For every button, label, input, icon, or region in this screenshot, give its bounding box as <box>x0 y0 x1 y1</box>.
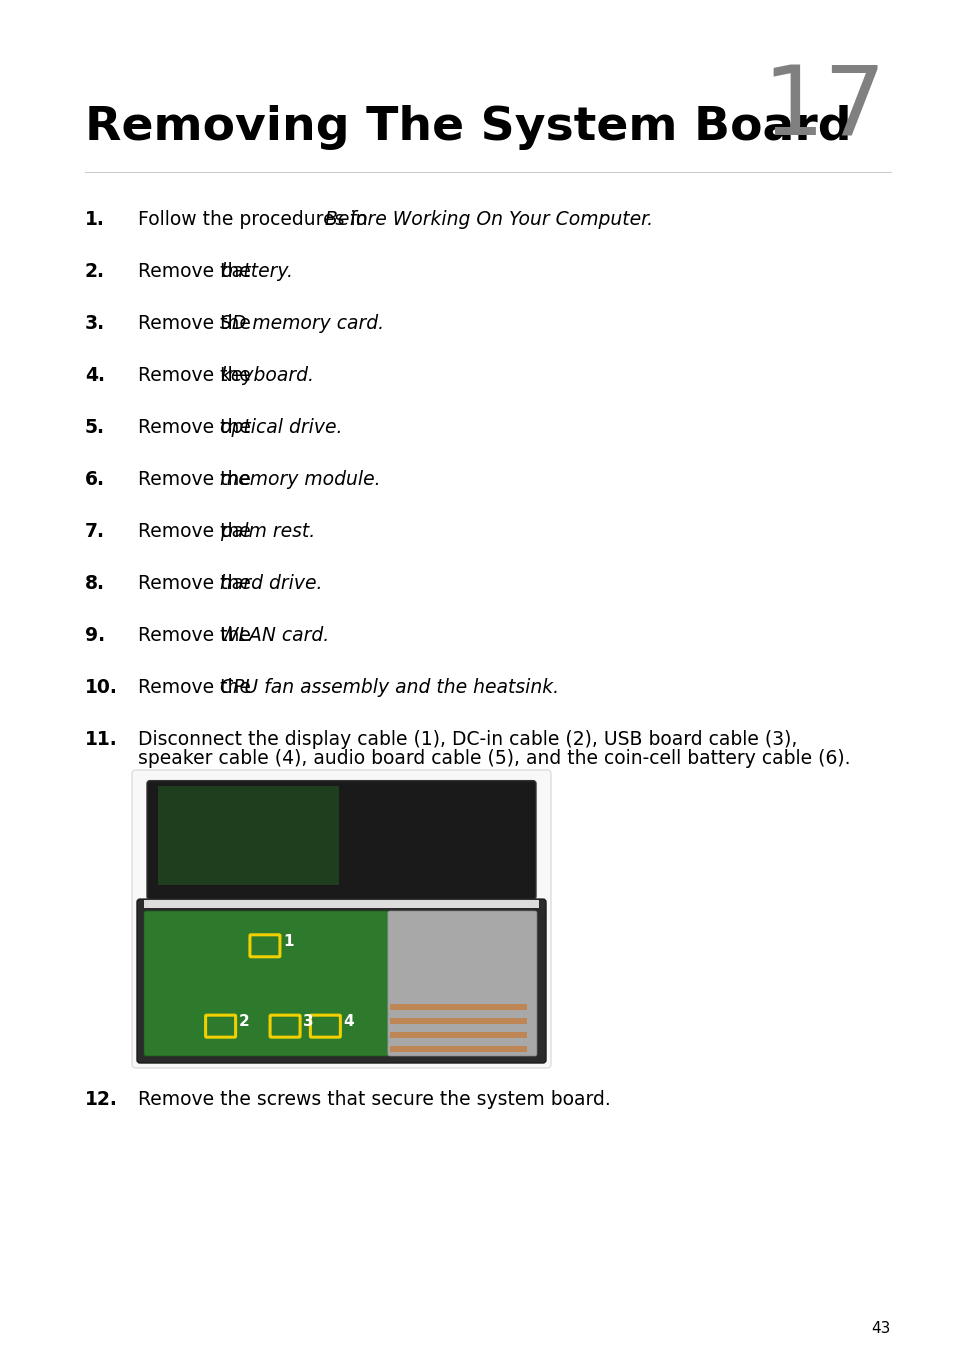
Text: 11.: 11. <box>85 729 117 749</box>
FancyBboxPatch shape <box>147 780 536 899</box>
Text: 43: 43 <box>871 1321 890 1336</box>
Text: 8.: 8. <box>85 574 105 593</box>
Text: 4.: 4. <box>85 366 105 385</box>
Bar <box>390 1018 526 1024</box>
Text: SD memory card.: SD memory card. <box>220 314 384 333</box>
Text: Remove the: Remove the <box>138 418 256 437</box>
Text: 2: 2 <box>238 1015 250 1030</box>
Text: Remove the: Remove the <box>138 470 256 489</box>
Text: Remove the: Remove the <box>138 574 256 593</box>
Text: 5.: 5. <box>85 418 105 437</box>
Bar <box>390 1046 526 1052</box>
Text: memory module.: memory module. <box>220 470 380 489</box>
Bar <box>158 787 339 885</box>
Text: 4: 4 <box>343 1015 354 1030</box>
Text: Remove the: Remove the <box>138 678 256 697</box>
Text: battery.: battery. <box>220 262 294 281</box>
Text: Removing The System Board: Removing The System Board <box>85 105 851 150</box>
FancyBboxPatch shape <box>132 770 551 1068</box>
Text: Remove the: Remove the <box>138 626 256 645</box>
Text: Follow the procedures in: Follow the procedures in <box>138 210 374 229</box>
Text: 17: 17 <box>761 63 885 156</box>
Bar <box>144 900 538 908</box>
Text: Remove the: Remove the <box>138 314 256 333</box>
Text: 10.: 10. <box>85 678 118 697</box>
Text: optical drive.: optical drive. <box>220 418 342 437</box>
Text: 3.: 3. <box>85 314 105 333</box>
FancyBboxPatch shape <box>144 911 390 1056</box>
Text: WLAN card.: WLAN card. <box>220 626 330 645</box>
Text: 9.: 9. <box>85 626 105 645</box>
Text: 7.: 7. <box>85 522 105 541</box>
Text: Remove the: Remove the <box>138 262 256 281</box>
Text: hard drive.: hard drive. <box>220 574 322 593</box>
Text: speaker cable (4), audio board cable (5), and the coin-cell battery cable (6).: speaker cable (4), audio board cable (5)… <box>138 749 850 768</box>
FancyBboxPatch shape <box>388 911 537 1056</box>
FancyBboxPatch shape <box>137 899 545 1063</box>
Text: keyboard.: keyboard. <box>220 366 314 385</box>
Text: palm rest.: palm rest. <box>220 522 315 541</box>
Text: 12.: 12. <box>85 1090 118 1109</box>
Bar <box>390 1004 526 1009</box>
Text: Remove the: Remove the <box>138 366 256 385</box>
Text: 1: 1 <box>283 934 294 949</box>
Text: 3: 3 <box>303 1015 314 1030</box>
Text: 6.: 6. <box>85 470 105 489</box>
Text: Before Working On Your Computer.: Before Working On Your Computer. <box>325 210 653 229</box>
Text: Disconnect the display cable (1), DC-in cable (2), USB board cable (3),: Disconnect the display cable (1), DC-in … <box>138 729 797 749</box>
Text: 1.: 1. <box>85 210 105 229</box>
Text: Remove the screws that secure the system board.: Remove the screws that secure the system… <box>138 1090 610 1109</box>
Text: 2.: 2. <box>85 262 105 281</box>
Bar <box>390 1031 526 1038</box>
Text: CPU fan assembly and the heatsink.: CPU fan assembly and the heatsink. <box>220 678 559 697</box>
Text: Remove the: Remove the <box>138 522 256 541</box>
